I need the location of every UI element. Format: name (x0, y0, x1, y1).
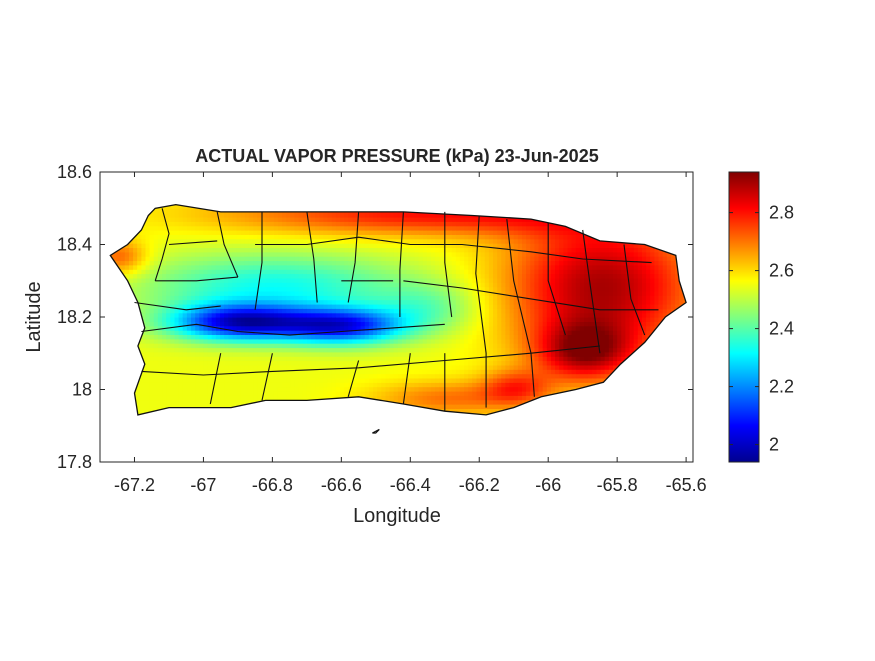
x-axis-label: Longitude (353, 505, 441, 527)
x-tick-label: -65.6 (666, 475, 707, 495)
colorbar-tick-label: 2.8 (769, 203, 794, 223)
x-tick-label: -67 (190, 475, 216, 495)
colorbar (729, 172, 759, 462)
x-tick-label: -66.8 (252, 475, 293, 495)
y-axis-label: Latitude (23, 281, 45, 352)
y-tick-label: 18.6 (57, 162, 92, 182)
y-tick-label: 18 (72, 380, 92, 400)
x-tick-label: -66.2 (459, 475, 500, 495)
y-tick-label: 18.2 (57, 307, 92, 327)
x-tick-label: -65.8 (597, 475, 638, 495)
colorbar-tick-label: 2.4 (769, 319, 794, 339)
x-tick-label: -66.4 (390, 475, 431, 495)
colorbar-tick-label: 2 (769, 435, 779, 455)
x-tick-label: -66 (535, 475, 561, 495)
x-tick-label: -66.6 (321, 475, 362, 495)
y-tick-label: 18.4 (57, 235, 92, 255)
chart-title: ACTUAL VAPOR PRESSURE (kPa) 23-Jun-2025 (195, 146, 598, 166)
y-tick-label: 17.8 (57, 452, 92, 472)
colorbar-tick-label: 2.6 (769, 261, 794, 281)
x-tick-label: -67.2 (114, 475, 155, 495)
colorbar-tick-label: 2.2 (769, 377, 794, 397)
